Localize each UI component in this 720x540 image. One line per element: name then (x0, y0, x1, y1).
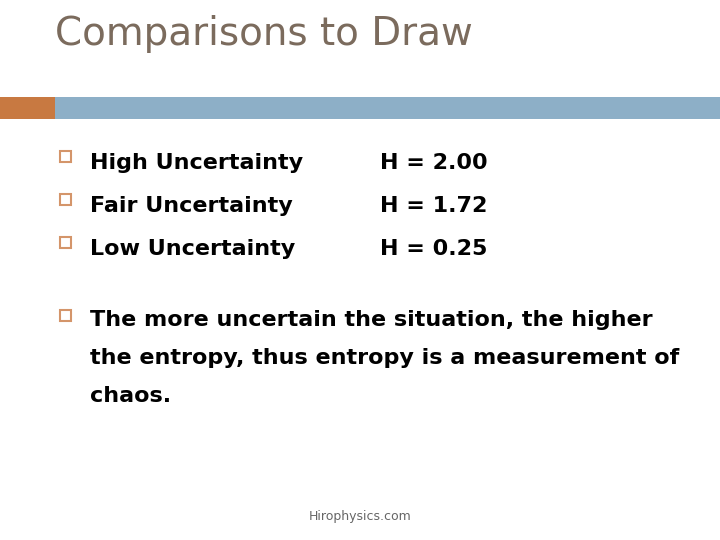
Text: chaos.: chaos. (90, 386, 171, 406)
Bar (60, 310, 71, 321)
Text: H = 0.25: H = 0.25 (380, 239, 487, 259)
Text: Comparisons to Draw: Comparisons to Draw (55, 15, 473, 53)
Text: Hirophysics.com: Hirophysics.com (309, 510, 411, 523)
Text: the entropy, thus entropy is a measurement of: the entropy, thus entropy is a measureme… (90, 348, 679, 368)
Bar (55, 97, 720, 119)
Text: High Uncertainty: High Uncertainty (90, 153, 303, 173)
Bar (60, 237, 71, 248)
Bar (60, 194, 71, 205)
Text: Fair Uncertainty: Fair Uncertainty (90, 196, 293, 216)
Bar (0, 97, 55, 119)
Bar (60, 151, 71, 162)
Text: The more uncertain the situation, the higher: The more uncertain the situation, the hi… (90, 310, 652, 330)
Text: H = 1.72: H = 1.72 (380, 196, 487, 216)
Text: Low Uncertainty: Low Uncertainty (90, 239, 295, 259)
Text: H = 2.00: H = 2.00 (380, 153, 487, 173)
